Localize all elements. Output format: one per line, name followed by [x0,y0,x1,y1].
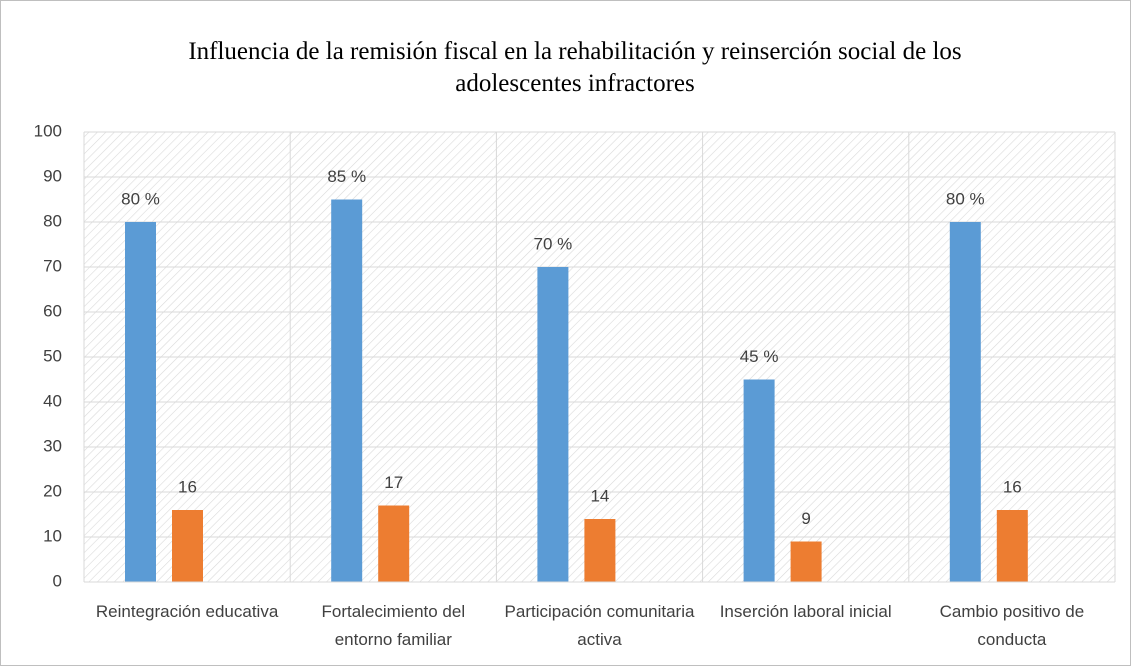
x-tick-label: Reintegración educativa [95,602,279,621]
x-tick-label: Fortalecimiento del entorno familiar [321,602,466,649]
bar [331,199,363,582]
bar [949,222,981,582]
y-tick-label: 80 [43,211,62,230]
x-tick-label: Participación comunitaria activa [504,602,695,649]
data-label: 70 % [534,234,573,253]
data-label: 17 [384,473,403,492]
bar [790,541,822,582]
data-label: 85 % [327,167,366,186]
bar [172,510,203,582]
bar [537,267,569,582]
bar [378,505,410,582]
y-tick-label: 0 [53,571,62,590]
y-tick-label: 40 [43,391,62,410]
data-label: 16 [1003,477,1022,496]
y-tick-label: 50 [43,346,62,365]
bar [584,519,616,582]
data-label: 14 [590,486,609,505]
chart-title: Influencia de la remisión fiscal en la r… [188,38,962,97]
y-tick-label: 70 [43,256,62,275]
bar [125,222,156,582]
y-tick-label: 90 [43,166,62,185]
data-label: 45 % [740,347,779,366]
data-label: 80 % [946,189,985,208]
data-label: 9 [801,509,810,528]
bar [743,379,775,582]
data-label: 16 [178,477,197,496]
y-tick-label: 10 [43,526,62,545]
x-tick-label: Inserción laboral inicial [719,602,892,621]
y-tick-label: 60 [43,301,62,320]
y-tick-label: 30 [43,436,62,455]
y-tick-label: 20 [43,481,62,500]
bar [996,510,1028,582]
data-label: 80 % [121,189,160,208]
x-tick-label: Cambio positivo de conducta [939,602,1085,649]
y-tick-label: 100 [34,121,62,140]
